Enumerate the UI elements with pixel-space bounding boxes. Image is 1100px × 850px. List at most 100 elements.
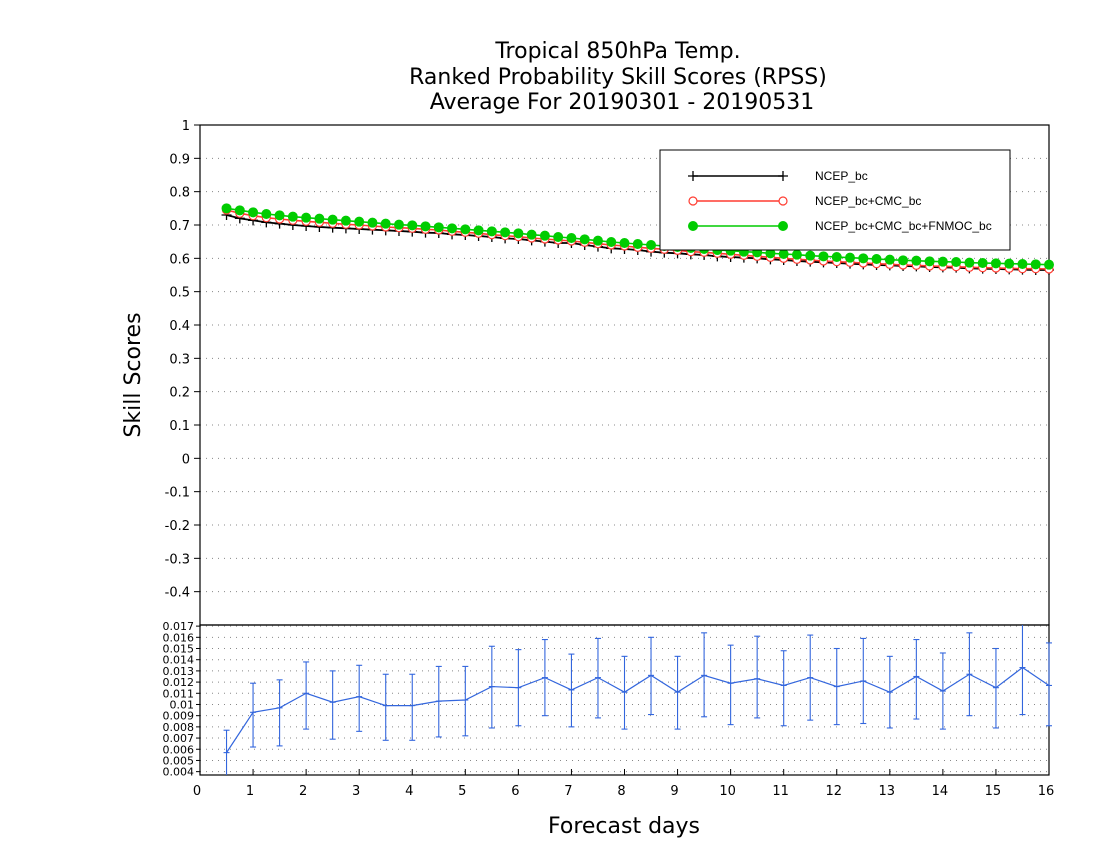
chart-title-line-2: Ranked Probability Skill Scores (RPSS) <box>409 65 827 90</box>
legend-label-1: NCEP_bc <box>815 169 868 183</box>
series-3-point <box>248 207 259 218</box>
series-3-point <box>924 256 935 267</box>
y-tick-label-top: 0.8 <box>169 186 190 201</box>
series-3-point <box>592 235 603 246</box>
y-tick-label-top: 0.6 <box>169 252 190 267</box>
x-tick-label: 16 <box>1038 784 1055 799</box>
series-3-point <box>579 234 590 245</box>
bottom-panel: 0.0040.0050.0060.0070.0080.0090.010.0110… <box>163 620 1055 799</box>
x-tick-label: 14 <box>932 784 949 799</box>
x-tick-label: 6 <box>511 784 519 799</box>
y-tick-label-top: -0.1 <box>165 486 190 501</box>
series-3-point <box>1044 259 1054 270</box>
series-3-point <box>619 238 630 248</box>
series-3-point <box>433 222 444 233</box>
y-tick-label-top: 0.5 <box>169 286 190 301</box>
x-tick-label: 13 <box>879 784 896 799</box>
top-panel: -0.4 -0.3 -0.2 -0.1 0 0.1 0.2 0.3 0.4 0.5 0.6 0.7 0.… <box>165 119 1054 626</box>
y-tick-label-bottom: 0.015 <box>163 643 195 656</box>
legend-marker-3 <box>688 221 698 231</box>
legend-marker-2 <box>688 196 698 206</box>
chart-title-line-3: Average For 20190301 - 20190531 <box>430 90 815 115</box>
y-tick-label-top: 1 <box>182 119 190 134</box>
y-tick-label-bottom: 0.017 <box>163 620 195 633</box>
series-3-point <box>221 203 232 214</box>
y-tick-label-bottom: 0.004 <box>163 766 195 779</box>
chart-title-line-1: Tropical 850hPa Temp. <box>494 39 740 64</box>
series-3-point <box>858 253 869 264</box>
y-axis-title: Skill Scores <box>121 312 146 437</box>
series-3-point <box>513 228 524 239</box>
y-tick-label-bottom: 0.014 <box>163 654 195 667</box>
x-tick-label: 1 <box>246 784 254 799</box>
x-tick-label: 7 <box>564 784 572 799</box>
y-tick-label-top: -0.4 <box>165 586 190 601</box>
y-tick-label-bottom: 0.009 <box>163 710 195 723</box>
series-3-point <box>314 213 325 224</box>
x-axis-title: Forecast days <box>548 814 700 839</box>
x-tick-label: 4 <box>405 784 413 799</box>
series-3-point <box>340 215 351 226</box>
y-tick-label-top: 0.2 <box>169 386 190 401</box>
series-3-point <box>261 209 272 219</box>
x-tick-label: 5 <box>458 784 466 799</box>
legend-marker-3 <box>778 221 788 231</box>
legend: NCEP_bc NCEP_bc+CMC_bc NCEP_bc+CMC_bc+FNMO… <box>659 149 1011 251</box>
x-tick-label: 12 <box>825 784 842 799</box>
series-3-point <box>367 217 378 228</box>
series-3-point <box>1017 259 1028 269</box>
y-tick-label-top: 0.7 <box>169 219 190 234</box>
x-tick-label: 15 <box>985 784 1002 799</box>
legend-label-2: NCEP_bc+CMC_bc <box>815 194 921 208</box>
series-3-point <box>566 233 577 243</box>
legend-marker-1 <box>778 171 788 181</box>
series-3-point <box>407 220 418 231</box>
series-3-point <box>1004 258 1015 269</box>
y-tick-label-bottom: 0.007 <box>163 732 195 745</box>
y-tick-label-bottom: 0.006 <box>163 743 195 756</box>
x-tick-label: 9 <box>670 784 678 799</box>
series-3-point <box>447 223 458 234</box>
series-3-point <box>500 227 511 238</box>
series-3-point <box>486 226 497 237</box>
series-3-point <box>884 254 895 265</box>
y-tick-label-top: 0.4 <box>169 319 190 334</box>
y-tick-label-top: 0.9 <box>169 152 190 167</box>
series-3-point <box>778 249 789 259</box>
series-3-point <box>539 230 550 241</box>
legend-box <box>659 149 1011 251</box>
y-tick-label-top: 0 <box>182 452 190 467</box>
y-tick-label-bottom: 0.012 <box>163 676 195 689</box>
x-tick-label: 11 <box>772 784 789 799</box>
y-tick-label-top: -0.2 <box>165 519 190 534</box>
x-tick-label: 10 <box>719 784 736 799</box>
series-3-point <box>354 216 365 227</box>
diff-series-line <box>226 666 1050 753</box>
series-3-point <box>327 214 338 225</box>
series-3-point <box>234 205 245 216</box>
series-3-point <box>460 224 471 235</box>
y-tick-label-top: 0.1 <box>169 419 190 434</box>
y-tick-label-bottom: 0.013 <box>163 665 195 678</box>
series-3-point <box>845 252 856 263</box>
y-tick-label-bottom: 0.01 <box>170 698 195 711</box>
series-3-point <box>964 257 975 268</box>
series-3-point <box>951 257 962 267</box>
series-3-point <box>526 229 537 240</box>
series-3-point <box>553 232 564 242</box>
series-3-point <box>818 251 829 262</box>
x-tick-label: 3 <box>352 784 360 799</box>
series-3-point <box>301 212 312 223</box>
series-3-point <box>380 218 391 229</box>
y-tick-label-bottom: 0.011 <box>163 687 195 700</box>
legend-marker-1 <box>688 171 698 181</box>
y-tick-label-top: 0.3 <box>169 352 190 367</box>
x-tick-label: 0 <box>193 784 201 799</box>
y-tick-label-top: -0.3 <box>165 552 190 567</box>
series-3-point <box>871 254 882 264</box>
series-3-point <box>805 250 816 261</box>
series-3-point <box>274 210 285 221</box>
y-tick-label-bottom: 0.005 <box>163 754 195 767</box>
series-3-point <box>831 252 842 262</box>
